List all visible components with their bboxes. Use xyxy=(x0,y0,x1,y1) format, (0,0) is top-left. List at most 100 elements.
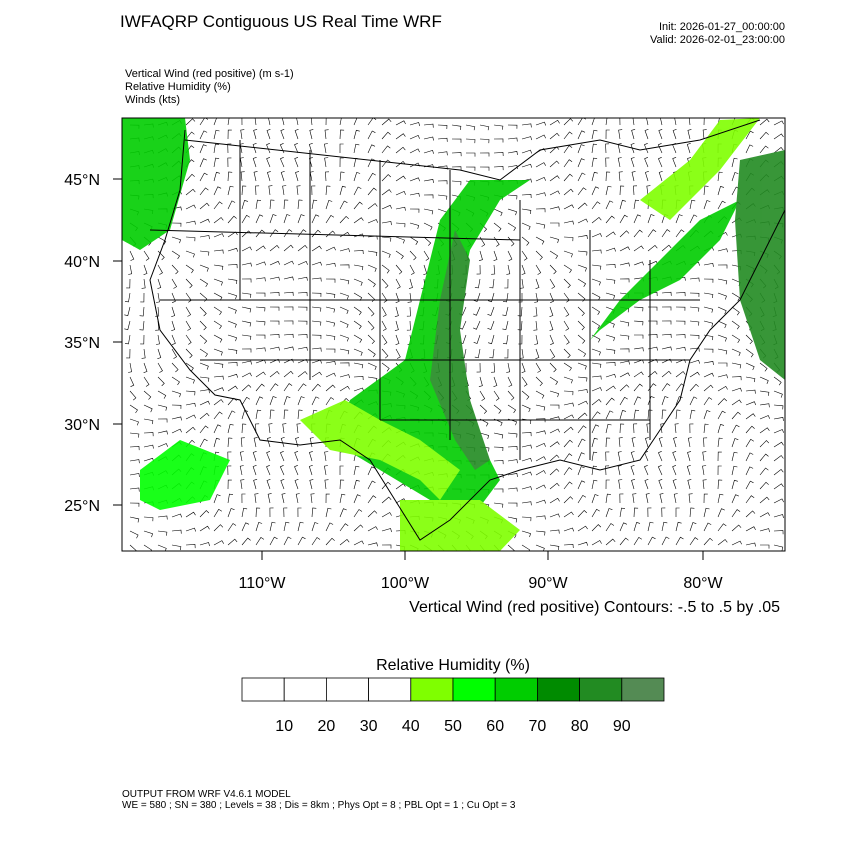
wind-barb xyxy=(381,145,391,154)
wind-barb xyxy=(255,214,264,224)
wind-barb xyxy=(297,320,308,325)
wind-barb xyxy=(717,410,726,420)
wind-barb xyxy=(535,348,540,359)
wind-barb xyxy=(308,143,313,154)
wind-barb xyxy=(143,362,148,373)
wind-barb xyxy=(171,264,179,275)
wind-barb xyxy=(297,334,308,339)
wind-barb xyxy=(269,260,280,266)
wind-barb xyxy=(633,185,638,196)
wind-barb xyxy=(687,479,692,490)
wind-barb xyxy=(157,348,162,359)
wind-barb xyxy=(577,292,586,302)
wind-barb xyxy=(507,137,518,142)
wind-barb xyxy=(646,185,651,196)
colorbar-box xyxy=(579,677,623,702)
colorbar-label: 10 xyxy=(275,718,293,735)
wind-barb xyxy=(266,465,271,476)
wind-barb xyxy=(353,250,364,255)
wind-barb xyxy=(171,404,182,409)
wind-barb xyxy=(255,306,266,312)
wind-barb xyxy=(367,172,376,182)
wind-barb xyxy=(591,249,602,254)
wind-barb xyxy=(759,481,769,490)
wind-barb xyxy=(745,348,754,358)
wind-barb xyxy=(227,410,236,420)
wind-barb xyxy=(199,400,210,406)
wind-barb xyxy=(267,493,272,504)
wind-barb xyxy=(241,246,252,252)
wind-barb xyxy=(686,465,691,476)
wind-barb xyxy=(493,138,504,143)
wind-barb xyxy=(549,334,554,345)
wind-barb xyxy=(745,334,753,345)
wind-barb xyxy=(297,396,305,406)
wind-barb xyxy=(703,320,714,327)
wind-barb xyxy=(129,516,140,523)
colorbar-box xyxy=(621,677,665,702)
wind-barb xyxy=(199,235,210,240)
wind-barb xyxy=(266,451,271,462)
wind-barb xyxy=(353,334,363,343)
wind-barb xyxy=(311,320,322,326)
wind-barb xyxy=(658,437,663,448)
wind-barb xyxy=(521,264,526,275)
wind-barb xyxy=(618,129,623,140)
wind-barb xyxy=(717,385,728,392)
wind-barb xyxy=(466,152,476,157)
wind-barb xyxy=(633,383,643,392)
wind-barb xyxy=(591,411,601,420)
wind-barb xyxy=(535,121,546,126)
wind-barb xyxy=(283,260,294,266)
wind-barb xyxy=(563,453,573,462)
wind-barb xyxy=(325,214,335,224)
wind-barb xyxy=(535,264,542,275)
wind-barb xyxy=(367,250,378,257)
wind-barb xyxy=(171,544,182,551)
wind-barb xyxy=(633,306,644,312)
wind-barb xyxy=(773,468,784,476)
wind-barb xyxy=(451,138,462,143)
wind-barb xyxy=(502,334,509,345)
wind-barb xyxy=(644,143,649,154)
wind-barb xyxy=(409,250,417,261)
wind-barb xyxy=(381,481,391,490)
wind-barb xyxy=(199,412,210,420)
wind-barb xyxy=(535,443,546,448)
wind-barb xyxy=(479,124,490,131)
wind-barb xyxy=(199,292,208,302)
wind-barb xyxy=(157,390,167,399)
colorbar-box xyxy=(368,677,412,702)
wind-barb xyxy=(297,359,308,364)
wind-barb xyxy=(339,185,346,196)
wind-barb xyxy=(549,250,559,260)
wind-barb xyxy=(577,278,587,287)
wind-barb xyxy=(591,375,602,380)
wind-barb xyxy=(325,185,331,196)
wind-barb xyxy=(563,496,574,504)
colorbar-label: 90 xyxy=(613,718,631,735)
wind-barb xyxy=(619,118,621,126)
wind-barb xyxy=(282,423,287,434)
wind-barb xyxy=(185,511,196,518)
wind-barb xyxy=(632,118,635,126)
wind-barb xyxy=(717,334,727,342)
wind-barb xyxy=(591,479,598,490)
wind-barb xyxy=(253,479,258,490)
wind-barb xyxy=(353,278,363,286)
wind-barb xyxy=(759,496,770,504)
wind-barb xyxy=(395,160,406,168)
wind-barb xyxy=(255,320,266,326)
wind-barb xyxy=(255,409,262,420)
wind-barb xyxy=(689,537,699,546)
wind-barb xyxy=(185,376,195,384)
wind-barb xyxy=(280,171,285,182)
wind-barb xyxy=(296,118,299,126)
wind-barb xyxy=(437,194,448,200)
wind-barb xyxy=(605,348,616,354)
wind-barb xyxy=(563,118,574,126)
wind-barb xyxy=(310,493,315,504)
wind-barb xyxy=(675,371,686,378)
wind-barb xyxy=(213,320,222,330)
wind-barb xyxy=(241,185,247,196)
